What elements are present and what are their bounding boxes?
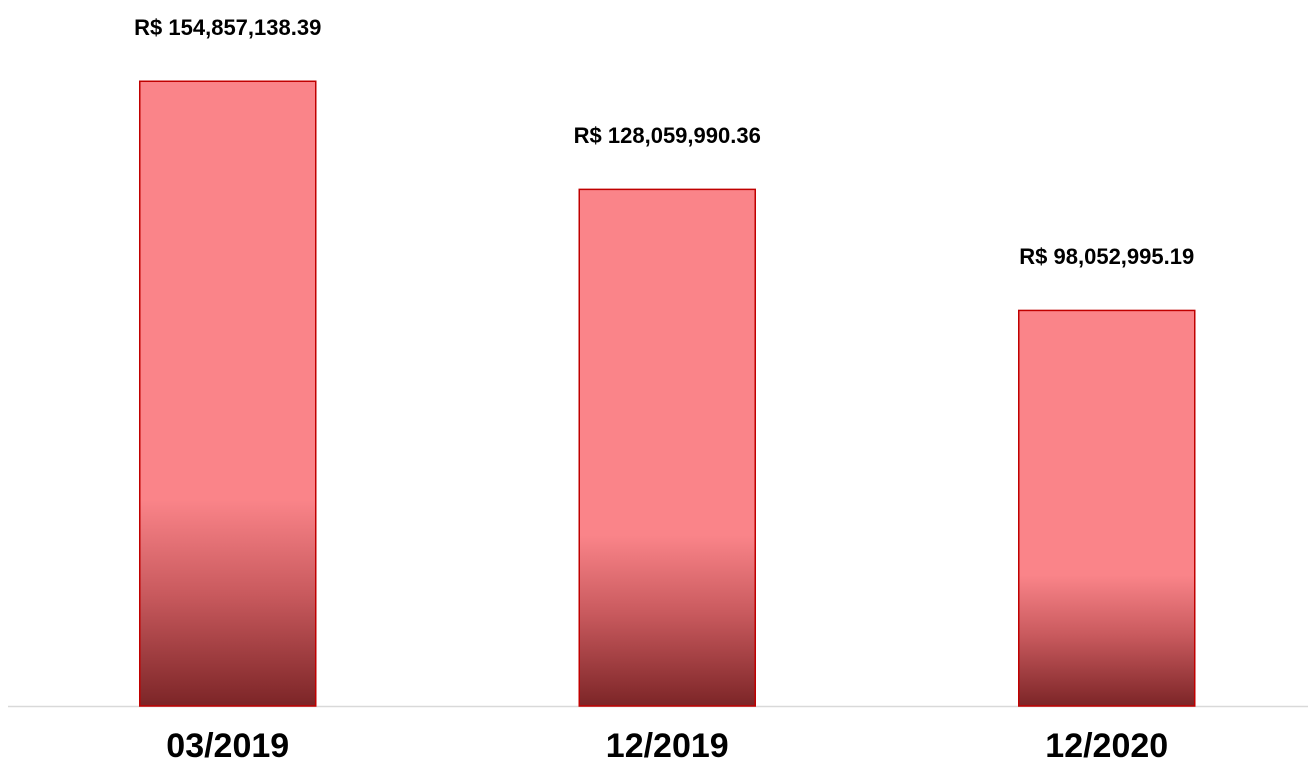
value-label: R$ 128,059,990.36 bbox=[574, 123, 761, 148]
value-label: R$ 154,857,138.39 bbox=[134, 15, 321, 40]
value-label: R$ 98,052,995.19 bbox=[1019, 244, 1194, 269]
bar bbox=[578, 188, 756, 707]
bar bbox=[139, 80, 317, 707]
x-tick-label: 12/2020 bbox=[1045, 727, 1168, 765]
x-tick-label: 03/2019 bbox=[166, 727, 289, 765]
bar bbox=[1018, 309, 1196, 707]
x-tick-label: 12/2019 bbox=[606, 727, 729, 765]
